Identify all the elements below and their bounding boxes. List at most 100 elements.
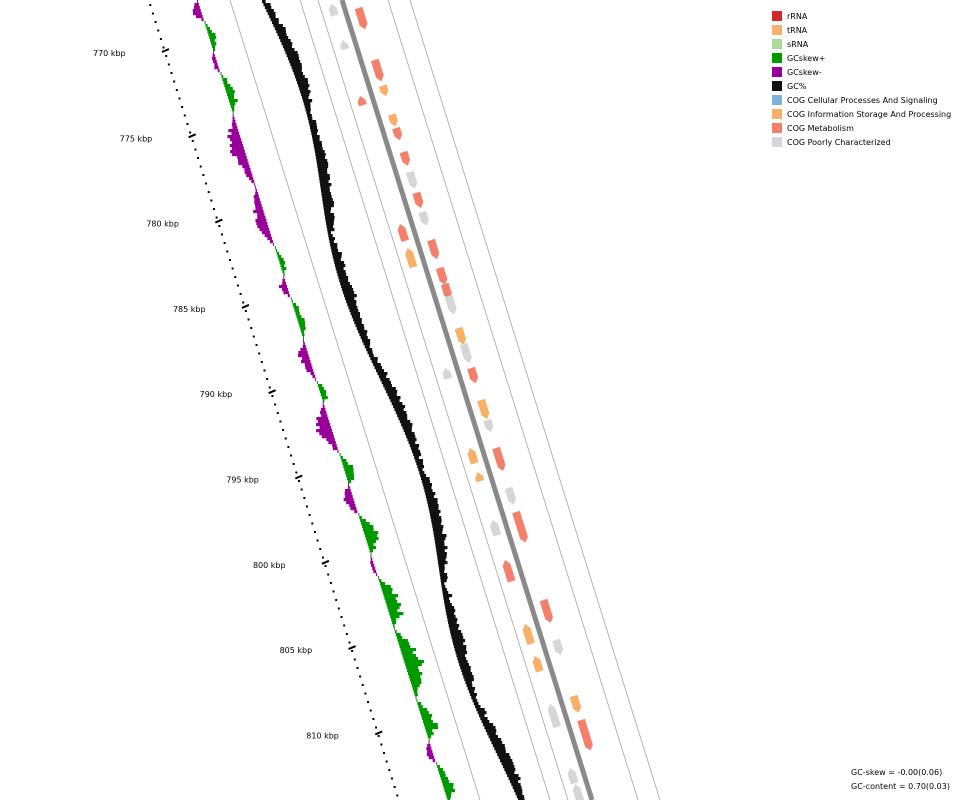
gc-skew-bar bbox=[244, 171, 252, 175]
legend-item: COG Information Storage And Processing bbox=[772, 107, 951, 121]
ruler-dot bbox=[181, 106, 184, 108]
gc-skew-bar bbox=[382, 591, 392, 595]
gc-skew-bar bbox=[238, 162, 249, 166]
gc-skew-bar bbox=[337, 450, 339, 454]
gc-content-bar bbox=[330, 246, 338, 250]
legend-swatch bbox=[772, 137, 782, 147]
gc-skew-bar bbox=[214, 63, 218, 67]
gc-skew-bar bbox=[320, 393, 327, 397]
gc-content-bar bbox=[320, 183, 332, 187]
ruler-dot bbox=[167, 63, 170, 66]
gc-content-bar bbox=[360, 336, 368, 340]
ruler-dot bbox=[234, 276, 237, 278]
gc-content-bar bbox=[290, 63, 302, 67]
gc-content-bar bbox=[301, 93, 310, 97]
gene-arrow bbox=[552, 638, 564, 656]
ruler-dot bbox=[228, 259, 231, 261]
gc-skew-bar bbox=[420, 711, 429, 715]
gc-content-bar bbox=[291, 66, 302, 70]
gc-skew-bar bbox=[380, 585, 391, 589]
legend-label: COG Poorly Characterized bbox=[787, 137, 891, 147]
gc-content-bar bbox=[312, 138, 320, 142]
ruler-dot bbox=[170, 72, 173, 74]
ruler-dot bbox=[210, 199, 213, 202]
gc-content-bar bbox=[354, 321, 362, 325]
gc-skew-bar bbox=[291, 300, 293, 304]
gc-content-bar bbox=[320, 186, 330, 190]
gc-skew-bar bbox=[412, 687, 418, 691]
gc-skew-bar bbox=[230, 138, 242, 142]
tick-label: 805 kbp bbox=[280, 646, 313, 655]
gc-skew-bar bbox=[224, 84, 231, 88]
gc-content-bar bbox=[264, 6, 272, 10]
legend-label: sRNA bbox=[787, 39, 809, 49]
ruler-dot bbox=[236, 284, 239, 287]
gc-skew-bar bbox=[194, 3, 199, 7]
gc-content-bar bbox=[461, 669, 471, 673]
gc-content-bar bbox=[315, 156, 326, 160]
legend-item: GC% bbox=[772, 79, 951, 93]
gc-content-bar bbox=[444, 600, 451, 604]
gc-content-bar bbox=[483, 723, 494, 727]
gc-skew-bar bbox=[359, 516, 362, 520]
gc-skew-bar bbox=[296, 315, 302, 319]
gc-skew-bar bbox=[341, 459, 347, 463]
gc-content-bar bbox=[334, 264, 346, 268]
gc-content-bar bbox=[325, 216, 335, 220]
gc-content-bar bbox=[508, 777, 521, 781]
gc-skew-bar bbox=[439, 774, 446, 778]
gene-arrow bbox=[354, 6, 368, 30]
ruler-dot bbox=[375, 726, 378, 729]
gc-content-bar bbox=[448, 624, 460, 628]
ruler-dot bbox=[165, 55, 168, 57]
gc-skew-bar bbox=[201, 18, 204, 22]
ruler-dot bbox=[295, 471, 298, 474]
gc-skew-bar bbox=[321, 414, 328, 418]
gc-skew-bar bbox=[416, 699, 418, 703]
gc-content-bar bbox=[402, 426, 412, 430]
gc-content-bar bbox=[446, 615, 456, 619]
gc-skew-bar bbox=[256, 222, 268, 226]
gc-skew-bar bbox=[332, 447, 338, 451]
gc-skew-bar bbox=[421, 714, 433, 718]
gc-skew-bar bbox=[408, 675, 421, 679]
gc-skew-bar bbox=[306, 369, 314, 373]
gc-content-bar bbox=[335, 267, 344, 271]
ruler-dot bbox=[252, 335, 255, 338]
gc-skew-bar bbox=[390, 615, 400, 619]
gc-content-bar bbox=[427, 501, 438, 505]
gc-skew-bar bbox=[321, 396, 328, 400]
gene-arrow bbox=[532, 656, 544, 673]
gc-content-bar bbox=[262, 0, 266, 4]
gc-content-bar bbox=[321, 192, 331, 196]
ruler-dot bbox=[329, 582, 332, 584]
gc-skew-bar bbox=[437, 765, 440, 769]
major-tick bbox=[374, 730, 383, 736]
gc-content-bar bbox=[422, 483, 433, 487]
track-line bbox=[229, 0, 481, 800]
track-line bbox=[409, 0, 661, 800]
gc-content-bar bbox=[377, 372, 388, 376]
ruler-dot bbox=[258, 352, 261, 355]
gc-content-bar bbox=[453, 645, 467, 649]
gc-skew-bar bbox=[208, 33, 216, 37]
gc-content-bar bbox=[428, 504, 439, 508]
gc-content-bar bbox=[298, 84, 310, 88]
gc-skew-bar bbox=[410, 681, 422, 685]
gc-content-bar bbox=[394, 408, 404, 412]
gc-content-bar bbox=[413, 453, 422, 457]
ruler-dot bbox=[356, 667, 359, 669]
gc-skew-bar bbox=[228, 96, 235, 100]
gc-skew-bar bbox=[445, 792, 452, 796]
gc-skew-bar bbox=[304, 363, 312, 367]
legend-swatch bbox=[772, 53, 782, 63]
track-guide-lines bbox=[229, 0, 661, 800]
gc-content-bar bbox=[370, 357, 378, 361]
ruler-dot bbox=[305, 505, 308, 508]
gc-skew-bar bbox=[315, 378, 317, 382]
legend-swatch bbox=[772, 123, 782, 133]
gc-content-bar bbox=[310, 126, 318, 130]
gc-content-bar bbox=[502, 765, 515, 769]
gc-skew-bar bbox=[394, 630, 397, 634]
ruler-dot bbox=[178, 97, 181, 100]
